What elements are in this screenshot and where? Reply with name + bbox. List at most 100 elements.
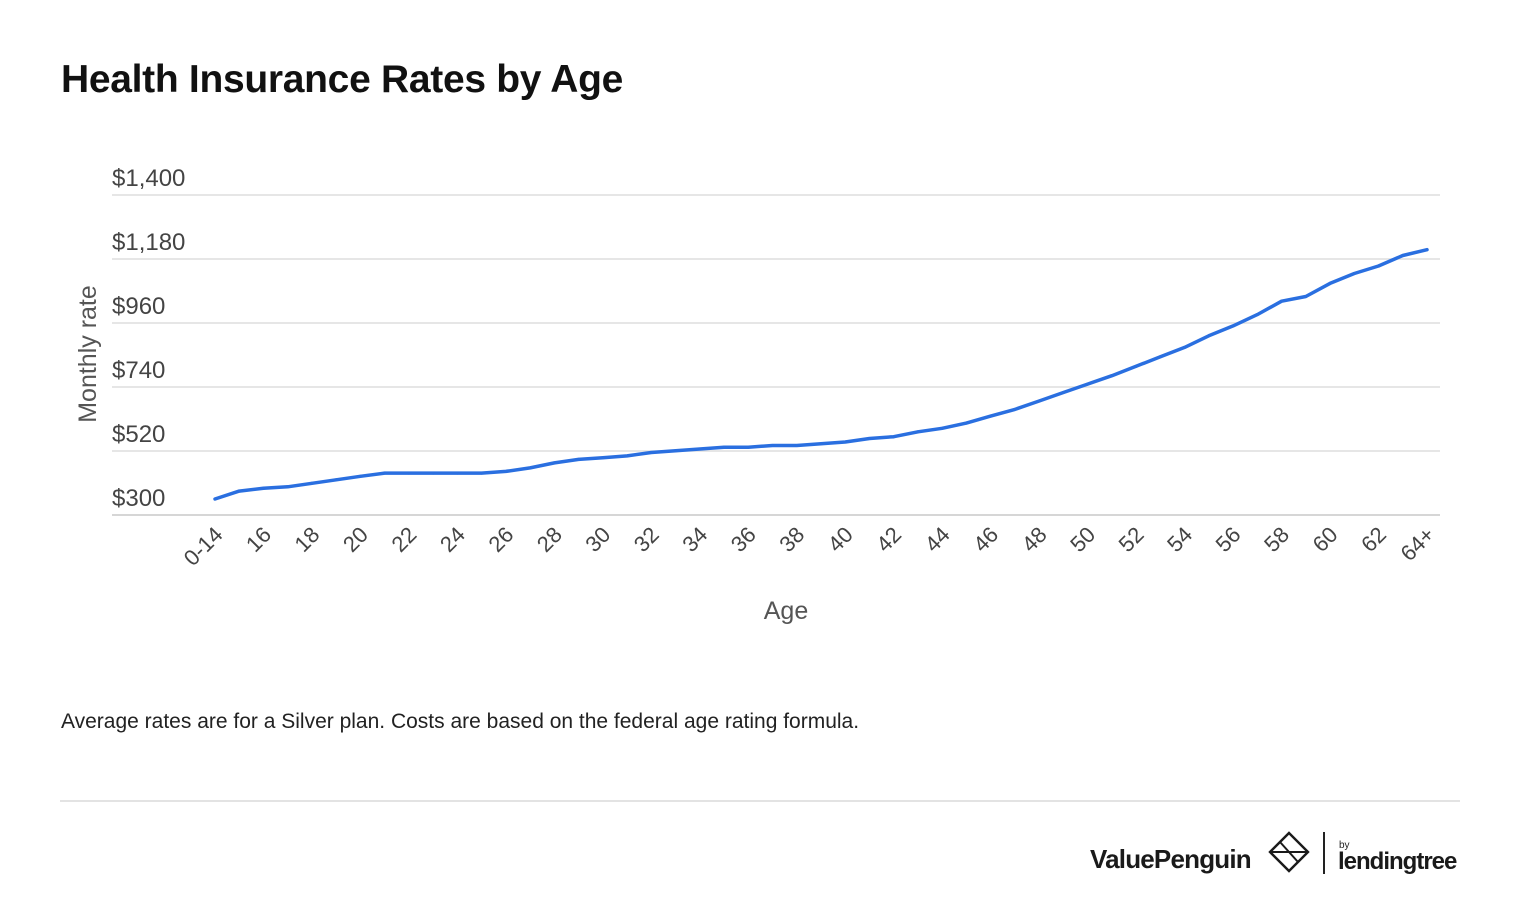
x-tick-label: 62 (1356, 522, 1391, 557)
x-tick-label: 38 (774, 522, 809, 557)
data-point (213, 497, 217, 501)
data-point (407, 471, 411, 475)
divider (60, 800, 1460, 802)
x-tick-label: 44 (920, 522, 955, 557)
brand-separator (1323, 832, 1325, 874)
x-tick-label: 34 (677, 522, 712, 557)
data-point (286, 485, 290, 489)
y-tick-label: $300 (112, 485, 165, 512)
footnote: Average rates are for a Silver plan. Cos… (61, 710, 860, 733)
data-point (1401, 254, 1405, 258)
data-point (1304, 295, 1308, 299)
by-text: by (1339, 840, 1350, 851)
data-point (1013, 407, 1017, 411)
data-point (892, 435, 896, 439)
data-point (261, 486, 265, 490)
data-point (649, 450, 653, 454)
brand-footer: ValuePenguin by lendingtree (1088, 828, 1468, 884)
data-point (601, 456, 605, 460)
data-point (989, 414, 993, 418)
data-point (1328, 281, 1332, 285)
data-point (698, 447, 702, 451)
data-point (625, 454, 629, 458)
y-tick-label: $520 (112, 421, 165, 448)
data-point (771, 443, 775, 447)
series-line (213, 247, 1429, 501)
valuepenguin-logo-icon (1268, 831, 1310, 873)
x-tick-label: 24 (435, 522, 470, 557)
data-point (358, 474, 362, 478)
x-tick-label: 50 (1065, 522, 1100, 557)
x-tick-label: 42 (871, 522, 906, 557)
line-chart: $300 $520 $740 $960 $1,180 $1,400 0-14 16 18 20 2… (74, 165, 1440, 625)
data-point (577, 457, 581, 461)
data-point (1037, 399, 1041, 403)
x-tick-label: 52 (1114, 522, 1149, 557)
data-point (383, 471, 387, 475)
x-tick-label: 30 (580, 522, 615, 557)
data-point (964, 421, 968, 425)
data-point (552, 461, 556, 465)
data-point (528, 466, 532, 470)
data-point (1255, 313, 1259, 317)
chart-title: Health Insurance Rates by Age (61, 58, 624, 101)
y-tick-label: $960 (112, 293, 165, 320)
data-point (1377, 264, 1381, 268)
y-axis-label: Monthly rate (74, 285, 102, 423)
lendingtree-wordmark: lendingtree (1338, 848, 1457, 875)
x-tick-label: 54 (1162, 522, 1197, 557)
x-tick-label: 64+ (1395, 522, 1439, 566)
x-tick-label: 0-14 (179, 522, 228, 571)
x-tick-label: 60 (1308, 522, 1343, 557)
x-tick-label: 48 (1017, 522, 1052, 557)
x-tick-label: 26 (483, 522, 518, 557)
series-layer (213, 247, 1429, 501)
y-tick-label: $1,180 (112, 229, 185, 256)
x-tick-label: 20 (338, 522, 373, 557)
x-tick-label: 16 (241, 522, 276, 557)
x-tick-label: 58 (1259, 522, 1294, 557)
data-point (722, 445, 726, 449)
x-tick-label: 22 (386, 522, 421, 557)
data-point (940, 426, 944, 430)
data-point (1352, 272, 1356, 276)
gridlines (112, 194, 1440, 516)
data-point (1134, 364, 1138, 368)
data-point (746, 445, 750, 449)
data-point (1425, 248, 1429, 252)
data-point (504, 469, 508, 473)
x-axis-label: Age (764, 597, 808, 625)
data-point (1158, 355, 1162, 359)
data-point (431, 471, 435, 475)
data-point (843, 440, 847, 444)
data-point (334, 478, 338, 482)
data-point (1086, 382, 1090, 386)
y-tick-label: $740 (112, 357, 165, 384)
x-tick-label: 46 (968, 522, 1003, 557)
data-point (455, 471, 459, 475)
data-point (867, 436, 871, 440)
data-point (795, 443, 799, 447)
data-point (1110, 374, 1114, 378)
data-point (916, 430, 920, 434)
x-axis-ticks: 0-14 16 18 20 22 24 26 28 30 32 34 36 38 40 42 44 46 48 50… (179, 522, 1440, 571)
x-tick-label: 28 (532, 522, 567, 557)
data-point (1207, 334, 1211, 338)
data-point (1280, 299, 1284, 303)
data-point (674, 449, 678, 453)
data-point (819, 442, 823, 446)
x-tick-label: 32 (629, 522, 664, 557)
x-tick-label: 40 (823, 522, 858, 557)
data-point (480, 471, 484, 475)
data-point (1231, 324, 1235, 328)
x-tick-label: 36 (726, 522, 761, 557)
data-point (1061, 391, 1065, 395)
x-tick-label: 18 (290, 522, 325, 557)
data-point (1183, 345, 1187, 349)
x-tick-label: 56 (1211, 522, 1246, 557)
data-point (237, 489, 241, 493)
y-axis-ticks: $300 $520 $740 $960 $1,180 $1,400 (112, 165, 185, 512)
data-point (310, 481, 314, 485)
valuepenguin-wordmark: ValuePenguin (1090, 844, 1252, 874)
y-tick-label: $1,400 (112, 165, 185, 192)
